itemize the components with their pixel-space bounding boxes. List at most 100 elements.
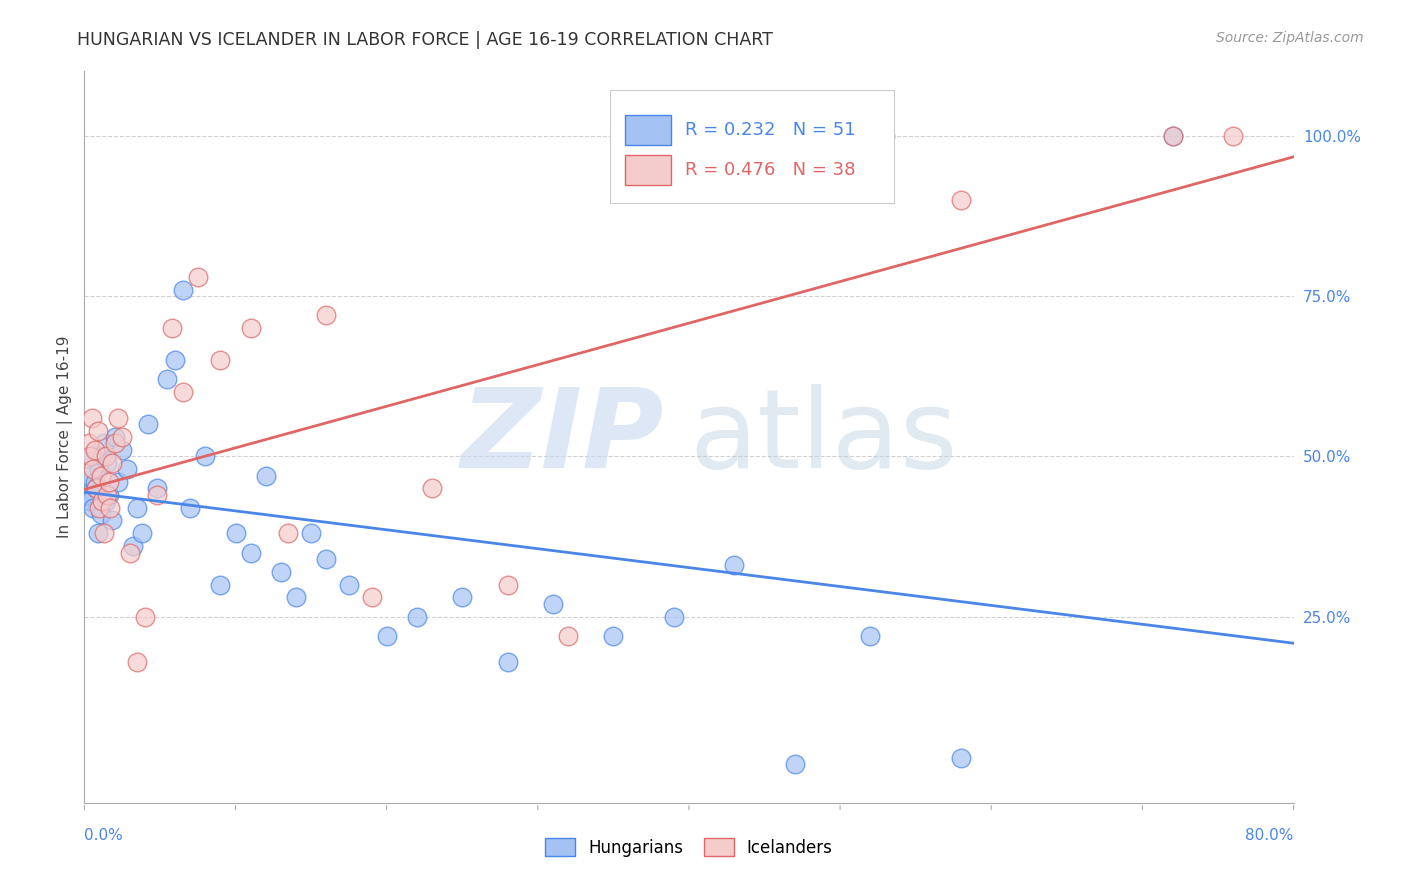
Point xyxy=(107,475,129,489)
Point xyxy=(602,629,624,643)
FancyBboxPatch shape xyxy=(610,90,894,203)
Point xyxy=(209,353,232,368)
Point xyxy=(254,468,277,483)
Text: R = 0.476   N = 38: R = 0.476 N = 38 xyxy=(685,161,856,179)
Text: Source: ZipAtlas.com: Source: ZipAtlas.com xyxy=(1216,31,1364,45)
Point xyxy=(93,436,115,450)
Point xyxy=(134,609,156,624)
Point xyxy=(98,500,121,515)
Point xyxy=(1161,128,1184,143)
Point xyxy=(77,436,100,450)
Point xyxy=(93,526,115,541)
Text: R = 0.232   N = 51: R = 0.232 N = 51 xyxy=(685,121,856,139)
Bar xyxy=(624,154,671,186)
Point xyxy=(94,450,117,464)
Point xyxy=(77,468,100,483)
Point xyxy=(127,500,149,515)
Point xyxy=(146,482,169,496)
Point xyxy=(337,577,360,591)
Point xyxy=(118,545,141,559)
Point xyxy=(859,629,882,643)
Point xyxy=(82,462,104,476)
Point xyxy=(194,450,217,464)
Point xyxy=(104,436,127,450)
Point xyxy=(165,353,187,368)
Point xyxy=(100,514,122,528)
Point xyxy=(100,456,122,470)
Point xyxy=(496,577,519,591)
Point xyxy=(277,526,299,541)
Point xyxy=(82,500,104,515)
Point xyxy=(104,430,127,444)
Point xyxy=(97,488,120,502)
Point xyxy=(89,462,111,476)
Point xyxy=(225,526,247,541)
Point xyxy=(91,450,114,464)
Point xyxy=(86,482,108,496)
Point xyxy=(420,482,443,496)
Legend: Hungarians, Icelanders: Hungarians, Icelanders xyxy=(546,838,832,856)
Point xyxy=(541,597,564,611)
Point xyxy=(90,468,112,483)
Point xyxy=(87,424,110,438)
Text: 0.0%: 0.0% xyxy=(84,829,124,844)
Point xyxy=(187,269,209,284)
Point xyxy=(299,526,322,541)
Point xyxy=(875,128,897,143)
Point xyxy=(131,526,153,541)
Text: ZIP: ZIP xyxy=(461,384,665,491)
Point xyxy=(315,308,337,322)
Point xyxy=(115,462,138,476)
Point xyxy=(86,482,108,496)
Point xyxy=(80,450,103,464)
Point xyxy=(496,655,519,669)
Point xyxy=(1222,128,1244,143)
Point xyxy=(111,430,134,444)
Point xyxy=(111,442,134,457)
Point xyxy=(239,321,262,335)
Text: 80.0%: 80.0% xyxy=(1246,829,1294,844)
Point xyxy=(172,283,194,297)
Point xyxy=(375,629,398,643)
Point xyxy=(557,629,579,643)
Point xyxy=(1161,128,1184,143)
Point xyxy=(90,507,112,521)
Point xyxy=(950,751,973,765)
Point xyxy=(79,494,101,508)
Point xyxy=(160,321,183,335)
Point xyxy=(172,385,194,400)
Point xyxy=(80,410,103,425)
Point xyxy=(406,609,429,624)
Point xyxy=(94,494,117,508)
Point xyxy=(146,488,169,502)
Point xyxy=(136,417,159,432)
Point xyxy=(91,494,114,508)
Point xyxy=(723,558,745,573)
Point xyxy=(107,410,129,425)
Point xyxy=(96,488,118,502)
Point xyxy=(79,450,101,464)
Point xyxy=(239,545,262,559)
Point xyxy=(76,488,98,502)
Point xyxy=(950,193,973,207)
Point xyxy=(84,442,107,457)
Point xyxy=(783,757,806,772)
Point xyxy=(96,456,118,470)
Point xyxy=(121,539,143,553)
Point xyxy=(285,591,308,605)
Point xyxy=(360,591,382,605)
Text: atlas: atlas xyxy=(689,384,957,491)
Point xyxy=(315,552,337,566)
Point xyxy=(156,372,179,386)
Point xyxy=(270,565,292,579)
Point xyxy=(209,577,232,591)
Point xyxy=(89,500,111,515)
Y-axis label: In Labor Force | Age 16-19: In Labor Force | Age 16-19 xyxy=(58,335,73,539)
Point xyxy=(127,655,149,669)
Point xyxy=(662,609,685,624)
Point xyxy=(451,591,474,605)
Point xyxy=(97,475,120,489)
Point xyxy=(87,526,110,541)
Text: HUNGARIAN VS ICELANDER IN LABOR FORCE | AGE 16-19 CORRELATION CHART: HUNGARIAN VS ICELANDER IN LABOR FORCE | … xyxy=(77,31,773,49)
Point xyxy=(179,500,201,515)
